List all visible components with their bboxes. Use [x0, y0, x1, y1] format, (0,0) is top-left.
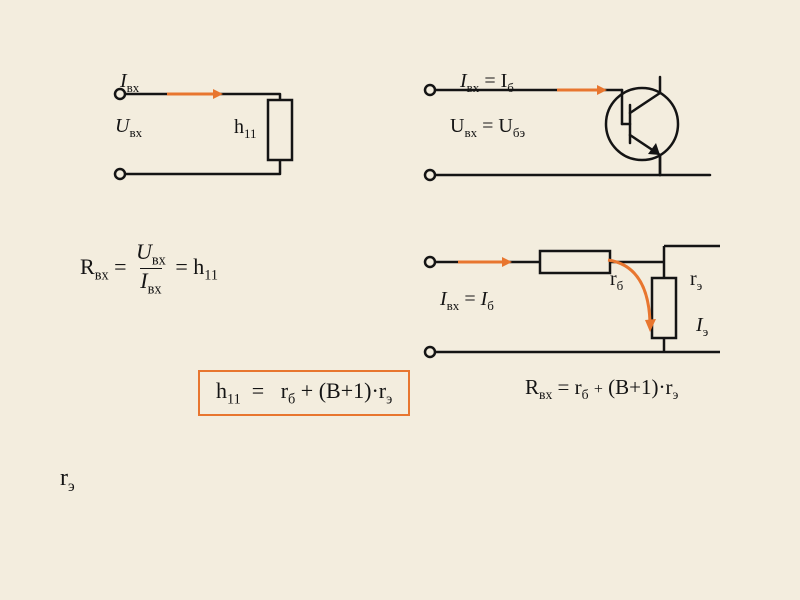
label-ivh-ib: Iвх = Iб: [460, 70, 514, 96]
label-rb: rб: [610, 268, 623, 294]
label-re: rэ: [690, 268, 702, 294]
label-ivh-ib2: Iвх = Iб: [440, 288, 494, 314]
formula-h11-box: h11 = rб + (B+1)·rэ: [198, 370, 410, 416]
explain-line1: rэ: [60, 465, 75, 496]
current-arrow-ie: [600, 252, 670, 342]
current-arrow-twoport: [165, 86, 225, 102]
label-h11: h11: [234, 116, 257, 142]
label-ie: Iэ: [696, 314, 708, 340]
formula-rvh: Rвх = Uвх Iвх = h11: [80, 240, 218, 298]
slide: Iвх Uвх h11: [0, 0, 800, 600]
label-uvh: Uвх: [115, 115, 142, 141]
current-arrow-ss-in: [456, 254, 514, 270]
formula-rvh2: Rвх = rб + (B+1)·rэ: [525, 375, 678, 403]
current-arrow-bjt: [555, 82, 610, 98]
label-ivh: Iвх: [120, 70, 139, 96]
label-uvh-ube: Uвх = Uбэ: [450, 115, 525, 141]
